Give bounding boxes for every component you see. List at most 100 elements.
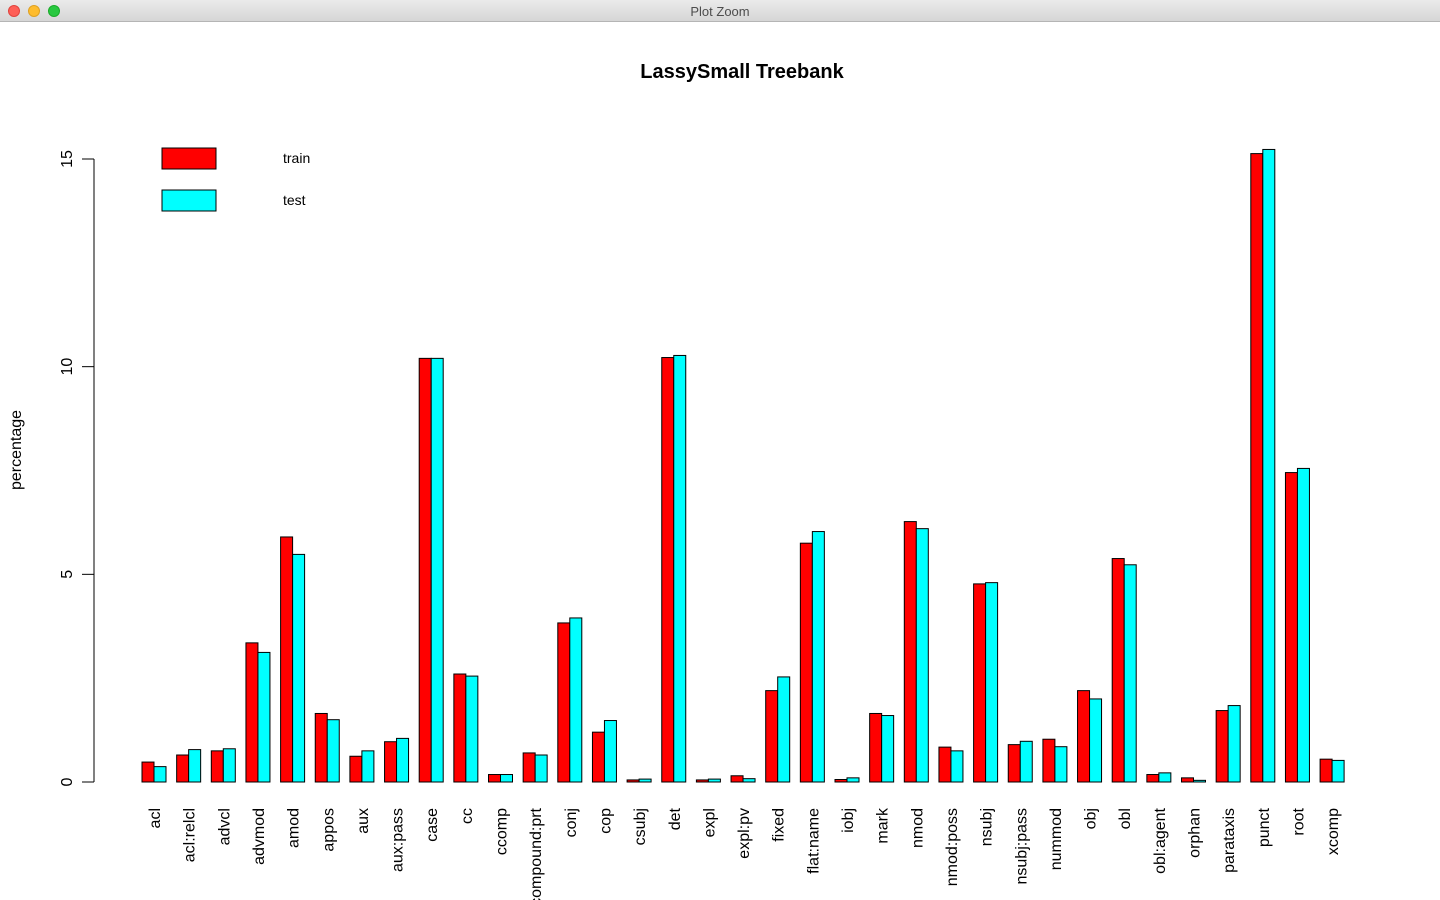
bar-train-root xyxy=(1284,472,1298,783)
bar-train-mark xyxy=(869,712,883,783)
bar-train-cc xyxy=(453,673,467,783)
x-tick-label-expl: expl xyxy=(701,808,718,837)
close-icon[interactable] xyxy=(8,5,20,17)
y-tick-label-15: 15 xyxy=(59,150,76,168)
bar-test-conj xyxy=(569,617,583,783)
y-axis-label: percentage xyxy=(8,410,25,490)
bar-test-acl xyxy=(153,766,167,783)
bar-train-cop xyxy=(591,731,605,783)
bar-train-nsubj xyxy=(973,583,987,783)
legend-label-test: test xyxy=(283,192,306,208)
legend-swatch-train xyxy=(161,147,217,170)
x-tick-label-nmod: nmod xyxy=(909,808,926,848)
x-tick-label-fixed: fixed xyxy=(771,808,788,842)
bar-train-expl xyxy=(695,779,709,783)
bar-test-expl xyxy=(707,778,721,783)
x-tick-label-mark: mark xyxy=(875,807,892,844)
y-axis: 0 5 10 15 xyxy=(59,150,95,786)
x-tick-label-nummod: nummod xyxy=(1048,808,1065,870)
x-tick-label-amod: amod xyxy=(286,808,303,848)
bar-test-cop xyxy=(603,720,617,783)
bar-test-aux xyxy=(361,750,375,783)
x-tick-label-nsubj: nsubj xyxy=(979,808,996,846)
zoom-icon[interactable] xyxy=(48,5,60,17)
legend-label-train: train xyxy=(283,150,310,166)
minimize-icon[interactable] xyxy=(28,5,40,17)
bar-test-flat-name xyxy=(811,531,825,783)
x-tick-label-flat-name: flat:name xyxy=(805,808,822,874)
bar-train-punct xyxy=(1250,153,1264,783)
bar-train-nummod xyxy=(1042,738,1056,783)
bar-train-aux xyxy=(349,755,363,783)
bar-test-parataxis xyxy=(1227,705,1241,783)
x-tick-label-aux: aux xyxy=(355,808,372,834)
bar-train-nsubj-pass xyxy=(1007,744,1021,783)
window-title: Plot Zoom xyxy=(690,4,750,19)
x-tick-label-orphan: orphan xyxy=(1187,808,1204,858)
bar-test-compound-prt xyxy=(534,754,548,783)
bar-test-case xyxy=(430,357,444,783)
x-tick-label-advmod: advmod xyxy=(251,808,268,865)
legend-swatch-test xyxy=(161,189,217,212)
x-tick-labels: acl acl:relcl advcl advmod amod appos aux aux:p… xyxy=(147,807,1342,900)
x-tick-label-punct: punct xyxy=(1256,807,1273,847)
bar-test-acl-relcl xyxy=(188,749,202,783)
bar-train-parataxis xyxy=(1215,710,1229,783)
y-tick-label-5: 5 xyxy=(59,570,76,579)
bar-test-ccomp xyxy=(500,774,513,783)
legend: train test xyxy=(161,147,310,212)
bar-train-fixed xyxy=(765,690,779,783)
bar-test-mark xyxy=(881,715,895,783)
bar-train-iobj xyxy=(834,779,848,783)
bar-test-nsubj xyxy=(985,582,999,783)
bar-chart: LassySmall Treebank percentage 0 5 10 15 ac… xyxy=(8,61,1345,900)
window-titlebar[interactable]: Plot Zoom xyxy=(0,0,1440,22)
bar-train-amod xyxy=(280,536,294,783)
bar-train-advcl xyxy=(210,750,224,783)
bar-test-nmod-poss xyxy=(950,750,964,783)
x-tick-label-ccomp: ccomp xyxy=(494,808,511,855)
y-tick-label-0: 0 xyxy=(59,777,76,786)
bar-train-case xyxy=(418,357,432,783)
bar-test-root xyxy=(1296,467,1310,783)
bar-train-obl xyxy=(1111,558,1125,783)
bar-test-expl-pv xyxy=(742,778,756,783)
bar-train-obl-agent xyxy=(1146,774,1160,783)
bar-test-fixed xyxy=(777,676,791,783)
bar-train-flat-name xyxy=(799,542,813,783)
bar-train-advmod xyxy=(245,642,259,783)
bar-train-acl xyxy=(141,761,155,783)
bar-test-advcl xyxy=(222,748,236,783)
bar-test-orphan xyxy=(1193,779,1206,783)
x-tick-label-cop: cop xyxy=(597,808,614,834)
x-tick-label-aux-pass: aux:pass xyxy=(390,808,407,872)
bar-train-appos xyxy=(314,712,328,783)
x-tick-label-nsubj-pass: nsubj:pass xyxy=(1013,808,1030,885)
bar-test-iobj xyxy=(846,777,860,783)
bar-train-orphan xyxy=(1181,777,1194,783)
x-tick-label-case: case xyxy=(424,808,441,842)
bar-train-obj xyxy=(1077,690,1091,783)
bar-test-obl xyxy=(1123,564,1137,783)
x-tick-label-det: det xyxy=(667,807,684,830)
x-tick-label-acl-relcl: acl:relcl xyxy=(182,808,199,862)
x-tick-label-obl: obl xyxy=(1117,808,1134,829)
bar-test-appos xyxy=(326,719,340,783)
x-tick-label-xcomp: xcomp xyxy=(1325,808,1342,855)
x-tick-label-cc: cc xyxy=(459,808,476,824)
bar-train-nmod xyxy=(903,521,917,783)
x-tick-label-csubj: csubj xyxy=(632,808,649,845)
bar-train-det xyxy=(661,357,675,783)
x-tick-label-advcl: advcl xyxy=(216,808,233,845)
bar-test-amod xyxy=(292,553,306,783)
bar-test-xcomp xyxy=(1331,759,1345,783)
bar-train-acl-relcl xyxy=(176,754,190,783)
bar-test-nsubj-pass xyxy=(1019,740,1033,783)
x-tick-label-conj: conj xyxy=(563,808,580,837)
chart-title: LassySmall Treebank xyxy=(640,61,844,83)
x-tick-label-nmod-poss: nmod:poss xyxy=(944,808,961,886)
bar-train-nmod-poss xyxy=(938,746,952,783)
bars-group xyxy=(141,148,1345,783)
bar-train-csubj xyxy=(626,779,640,783)
